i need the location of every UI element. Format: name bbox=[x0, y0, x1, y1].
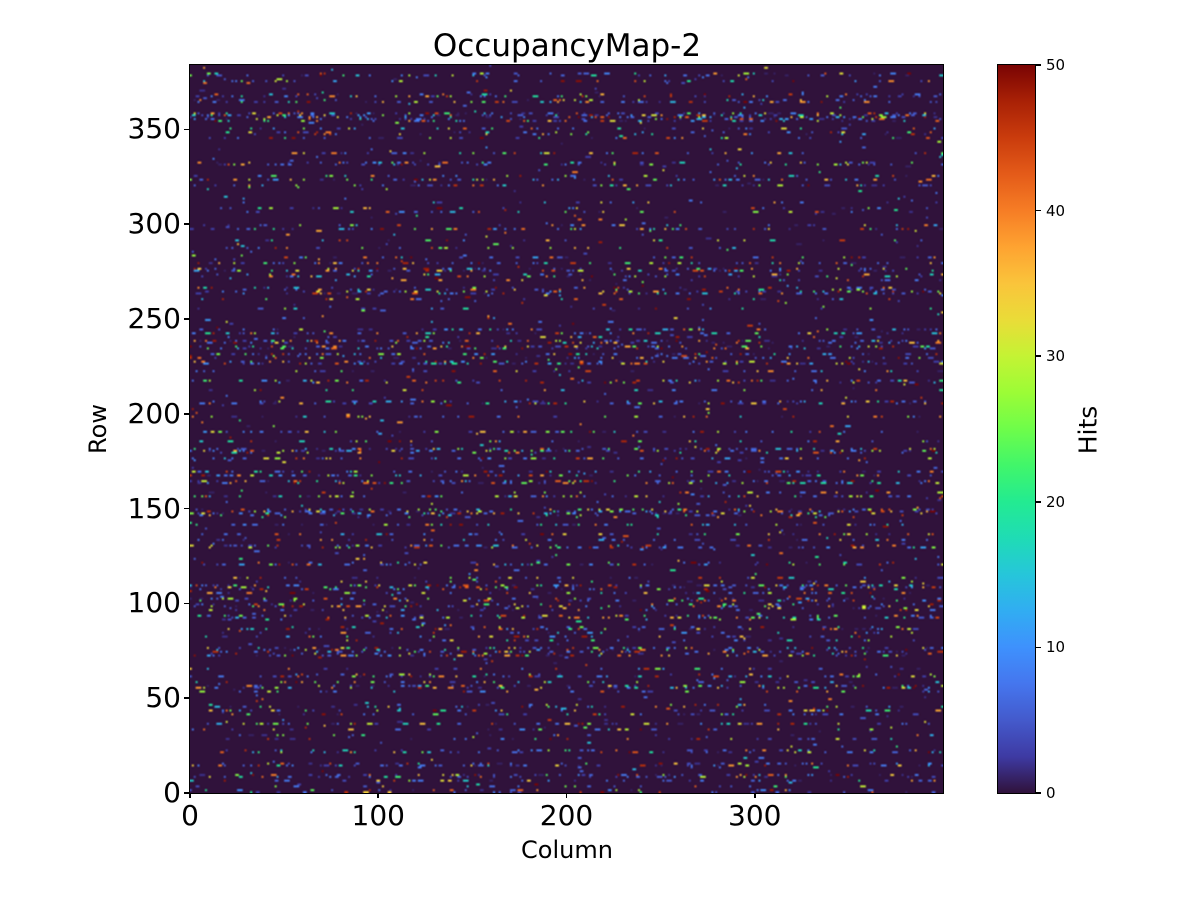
y-tick-mark bbox=[184, 318, 189, 320]
colorbar-tick-label: 40 bbox=[1046, 201, 1066, 220]
x-tick-mark bbox=[753, 793, 756, 798]
x-tick-mark bbox=[565, 793, 568, 798]
colorbar-tick-label: 30 bbox=[1046, 347, 1066, 366]
y-tick-label: 100 bbox=[127, 586, 181, 620]
y-tick-mark bbox=[184, 128, 189, 131]
y-tick-label: 200 bbox=[127, 396, 181, 430]
colorbar-tick-mark bbox=[1035, 355, 1041, 357]
x-tick-label: 300 bbox=[728, 799, 782, 832]
x-tick-mark bbox=[377, 793, 380, 798]
colorbar-tick-label: 20 bbox=[1046, 492, 1066, 511]
y-tick-label: 150 bbox=[127, 491, 181, 525]
colorbar-tick-label: 10 bbox=[1046, 638, 1066, 657]
heatmap-canvas bbox=[189, 64, 943, 793]
x-axis-label: Column bbox=[521, 836, 613, 864]
colorbar-tick-label: 0 bbox=[1046, 784, 1056, 802]
x-tick-label: 100 bbox=[351, 799, 405, 832]
y-tick-mark bbox=[184, 792, 189, 794]
y-tick-mark bbox=[184, 413, 189, 415]
colorbar-tick-mark bbox=[1035, 501, 1041, 503]
colorbar-gradient bbox=[997, 64, 1035, 793]
chart-title: OccupancyMap-2 bbox=[432, 28, 702, 64]
x-tick-label: 0 bbox=[181, 799, 199, 832]
heatmap-plot-area bbox=[188, 63, 944, 794]
colorbar-tick-mark bbox=[1035, 646, 1041, 649]
colorbar-tick-mark bbox=[1035, 209, 1041, 212]
y-tick-label: 250 bbox=[127, 302, 181, 336]
y-tick-label: 350 bbox=[127, 112, 181, 146]
x-tick-mark bbox=[189, 793, 191, 798]
y-tick-label: 50 bbox=[145, 681, 181, 715]
colorbar-tick-label: 50 bbox=[1046, 56, 1066, 74]
y-axis-label: Row bbox=[84, 404, 112, 454]
y-tick-mark bbox=[184, 507, 189, 510]
y-tick-mark bbox=[184, 223, 189, 226]
colorbar bbox=[996, 63, 1036, 794]
colorbar-tick-mark bbox=[1035, 792, 1041, 794]
colorbar-label: Hits bbox=[1073, 405, 1103, 455]
y-tick-mark bbox=[184, 602, 189, 605]
y-tick-mark bbox=[184, 697, 189, 699]
x-tick-label: 200 bbox=[539, 799, 594, 832]
y-tick-label: 300 bbox=[127, 207, 181, 241]
y-tick-label: 0 bbox=[163, 776, 181, 809]
colorbar-tick-mark bbox=[1035, 64, 1041, 66]
